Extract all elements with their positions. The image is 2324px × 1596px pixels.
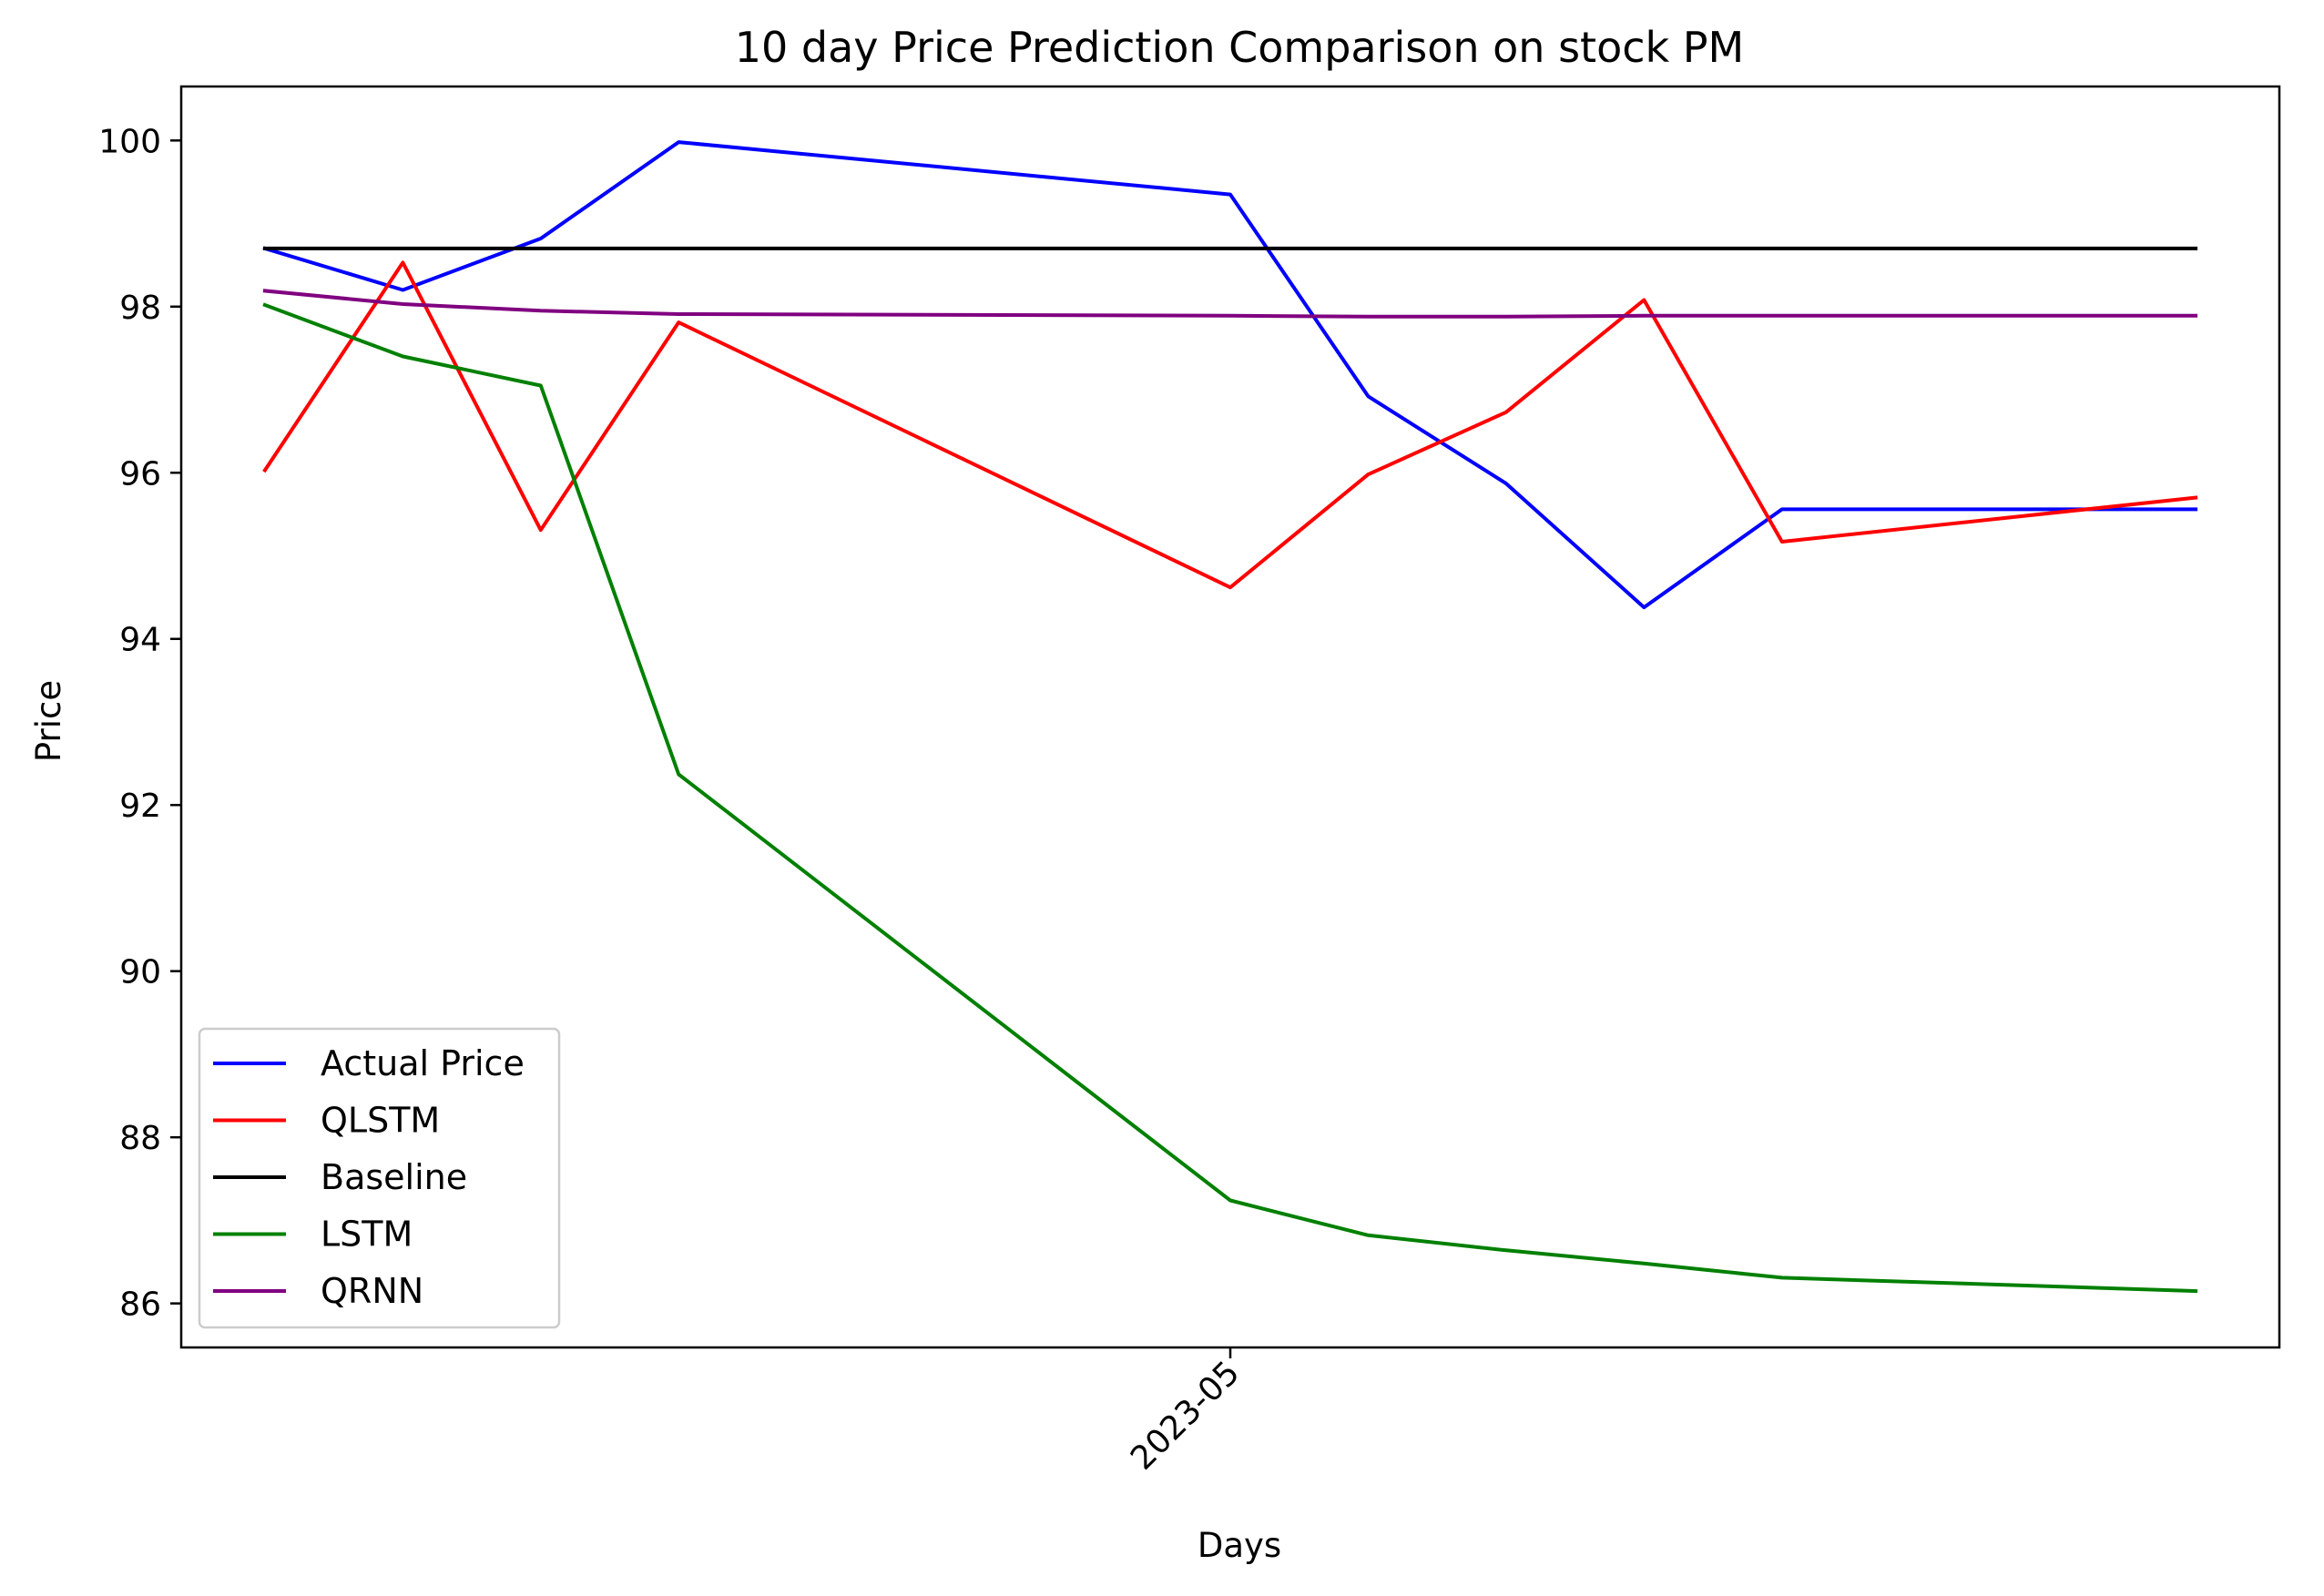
y-axis: 86 88 90 92 94 96 98 100 <box>98 123 181 1324</box>
legend-frame <box>198 1027 561 1329</box>
y-axis-label: Price <box>29 680 68 762</box>
y-tick-label: 92 <box>119 788 161 825</box>
series-layer <box>262 140 2198 1294</box>
legend-label-qrnn: QRNN <box>321 1271 423 1311</box>
legend: Actual Price QLSTM Baseline LSTM QRNN <box>198 1027 561 1329</box>
x-axis-label: Days <box>1198 1526 1281 1565</box>
y-tick-label: 94 <box>119 622 161 659</box>
chart-title: 10 day Price Prediction Comparison on st… <box>735 23 1744 72</box>
y-tick-label: 90 <box>119 954 161 991</box>
series-line-lstm <box>262 302 2198 1294</box>
y-tick-label: 98 <box>119 290 161 327</box>
y-tick-label: 96 <box>119 455 161 493</box>
legend-label-qlstm: QLSTM <box>321 1101 440 1141</box>
legend-label-lstm: LSTM <box>321 1215 413 1255</box>
y-tick-label: 100 <box>98 123 161 160</box>
series-line-qlstm <box>262 260 2198 590</box>
y-tick-label: 86 <box>119 1286 161 1324</box>
legend-label-baseline: Baseline <box>321 1157 467 1197</box>
legend-label-actual-price: Actual Price <box>321 1043 525 1083</box>
series-line-actual-price <box>262 140 2198 610</box>
y-tick-label: 88 <box>119 1120 161 1157</box>
series-line-qrnn <box>262 289 2198 319</box>
